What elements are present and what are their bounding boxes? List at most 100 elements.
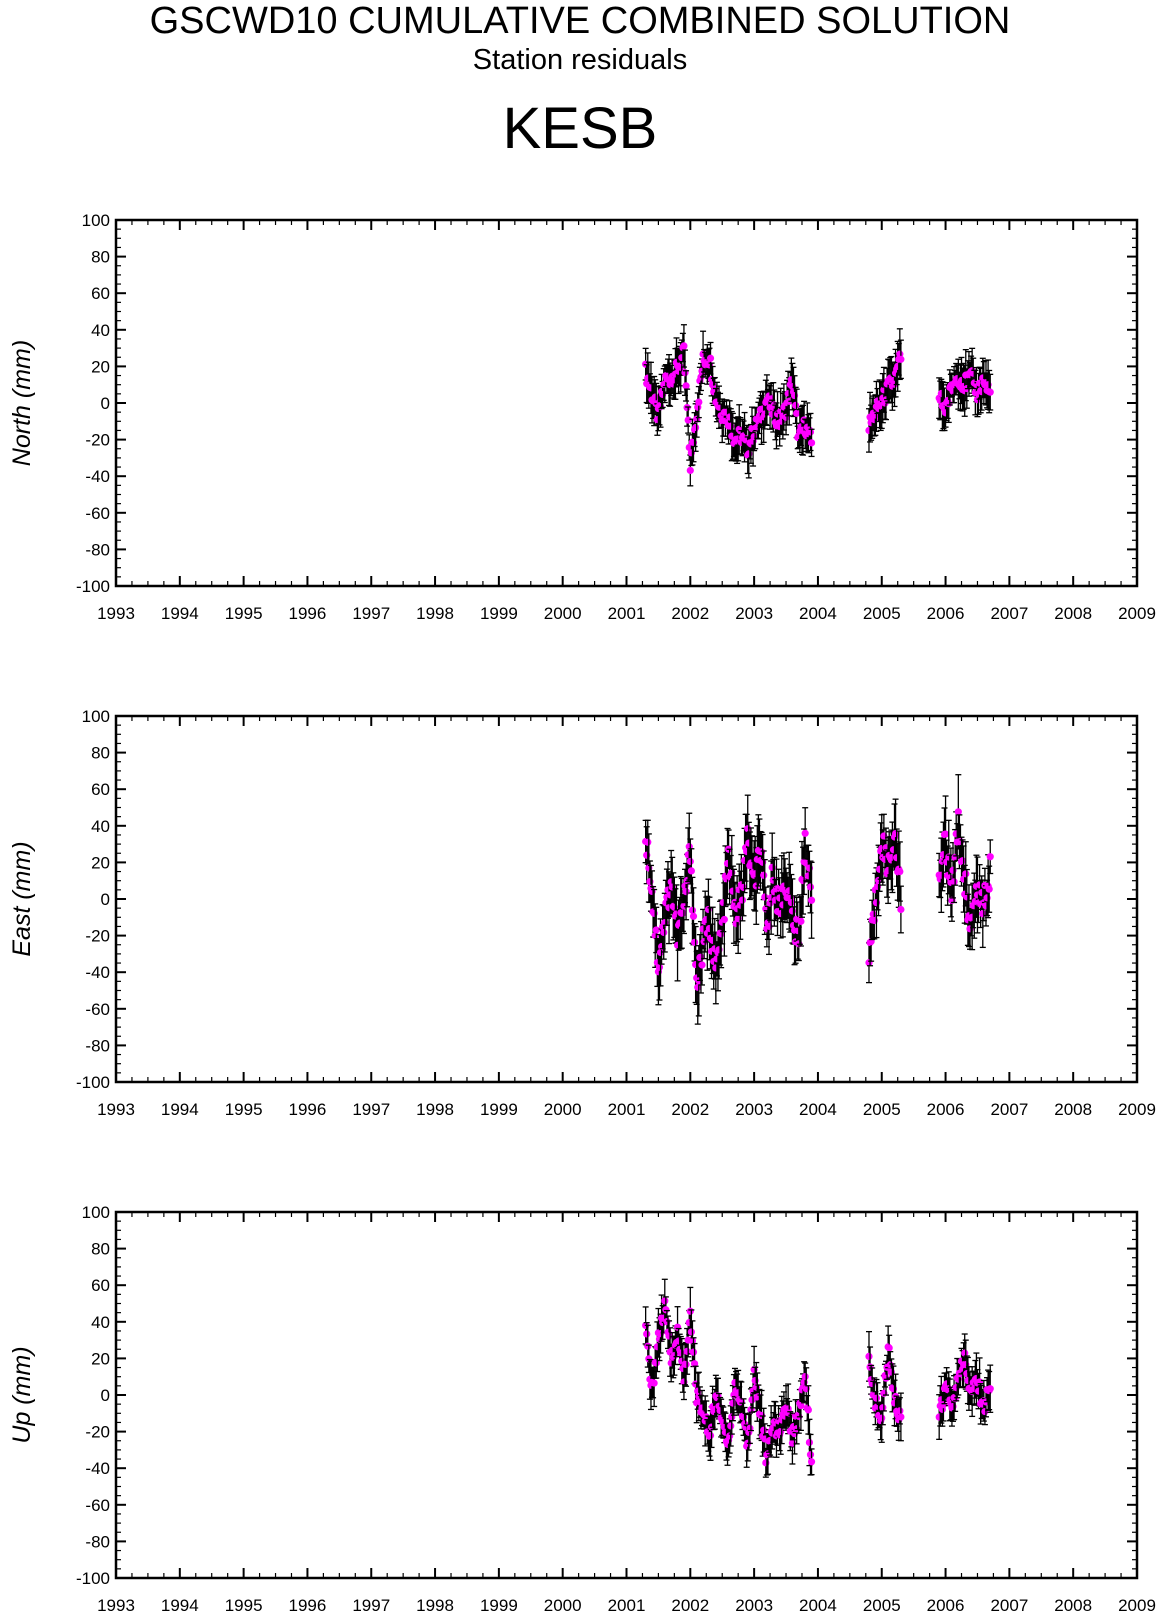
data-point <box>878 1414 886 1422</box>
data-point <box>804 1406 812 1414</box>
x-tick-label: 1994 <box>161 1596 199 1615</box>
data-point <box>801 829 809 837</box>
data-point <box>954 808 962 816</box>
y-tick-label: 40 <box>91 817 110 836</box>
data-point <box>869 910 877 918</box>
data-point <box>684 416 692 424</box>
x-tick-label: 1997 <box>352 604 390 623</box>
x-tick-label: 1999 <box>480 604 518 623</box>
data-point <box>656 948 665 956</box>
data-point <box>896 867 904 876</box>
y-tick-label: -100 <box>76 1569 110 1588</box>
data-point <box>680 342 688 350</box>
data-point <box>661 1297 669 1305</box>
y-tick-label: -100 <box>76 1073 110 1092</box>
x-tick-label: 2003 <box>735 604 773 623</box>
data-point <box>727 1422 735 1430</box>
x-tick-label: 2003 <box>735 1596 773 1615</box>
y-tick-label: -60 <box>85 1496 110 1515</box>
x-tick-label: 1996 <box>289 1100 327 1119</box>
y-tick-label: -20 <box>85 431 110 450</box>
data-point <box>897 1413 905 1421</box>
y-tick-label: -80 <box>85 1036 110 1055</box>
x-tick-label: 2001 <box>608 1100 646 1119</box>
x-tick-label: 2005 <box>863 1596 901 1615</box>
y-tick-label: -20 <box>85 927 110 946</box>
y-tick-label: -80 <box>85 1532 110 1551</box>
chart-panel-3: 100 80 60 40 20 0 -20 -40 -60 -80 -100 1993 1994 1995… <box>8 1203 1156 1615</box>
chart-main-title: GSCWD10 CUMULATIVE COMBINED SOLUTION <box>149 0 1011 42</box>
data-point <box>939 1401 948 1409</box>
data-point <box>897 355 905 363</box>
x-tick-label: 2009 <box>1118 1596 1156 1615</box>
y-tick-label: -20 <box>85 1423 110 1442</box>
x-tick-label: 2006 <box>927 1596 965 1615</box>
y-tick-label: -100 <box>76 577 110 596</box>
chart-panel-2: 100 80 60 40 20 0 -20 -40 -60 -80 -100 1993 1994 1995… <box>8 707 1156 1119</box>
x-tick-label: 2009 <box>1118 604 1156 623</box>
x-tick-label: 2007 <box>990 604 1028 623</box>
x-tick-label: 1994 <box>161 604 199 623</box>
y-tick-label: -40 <box>85 1459 110 1478</box>
data-point <box>941 830 950 838</box>
x-tick-label: 2006 <box>927 604 965 623</box>
y-tick-label: 0 <box>101 394 110 413</box>
data-point <box>662 1306 670 1314</box>
y-tick-label: 20 <box>91 1349 110 1368</box>
x-tick-label: 1995 <box>225 1596 263 1615</box>
data-point <box>807 896 816 904</box>
data-point <box>761 893 769 901</box>
x-tick-label: 2004 <box>799 1100 837 1119</box>
data-point <box>652 926 660 934</box>
x-tick-label: 2001 <box>608 604 646 623</box>
data-point <box>806 1451 815 1459</box>
y-axis-label: Up (mm) <box>8 1346 36 1443</box>
x-tick-label: 1996 <box>289 604 327 623</box>
data-point <box>760 1426 768 1434</box>
data-point <box>744 825 752 833</box>
x-tick-label: 2002 <box>671 604 709 623</box>
data-point <box>686 466 694 475</box>
y-tick-label: -60 <box>85 504 110 523</box>
y-tick-label: 40 <box>91 1313 110 1332</box>
data-point <box>738 896 747 904</box>
y-tick-label: -40 <box>85 963 110 982</box>
data-point <box>692 423 700 432</box>
data-point <box>686 1307 694 1315</box>
data-point <box>879 1404 887 1412</box>
chart-subtitle: Station residuals <box>472 44 688 76</box>
data-point <box>643 1330 651 1338</box>
data-point <box>748 1396 756 1404</box>
y-tick-label: 80 <box>91 744 110 763</box>
y-tick-label: -60 <box>85 1000 110 1019</box>
data-point <box>986 1385 994 1393</box>
data-point <box>706 1431 715 1440</box>
data-point <box>975 1378 984 1386</box>
x-tick-label: 2000 <box>544 1596 582 1615</box>
x-tick-label: 2004 <box>799 1596 837 1615</box>
data-point <box>958 857 967 865</box>
data-point <box>801 1372 809 1381</box>
x-tick-label: 1998 <box>416 1596 454 1615</box>
x-tick-label: 2008 <box>1054 1100 1092 1119</box>
x-tick-label: 2006 <box>927 1100 965 1119</box>
x-tick-label: 1994 <box>161 1100 199 1119</box>
data-point <box>799 877 807 885</box>
data-point <box>806 883 815 891</box>
x-tick-label: 2008 <box>1054 1596 1092 1615</box>
data-point <box>950 878 958 886</box>
data-point <box>673 1323 682 1331</box>
data-point <box>797 917 805 925</box>
y-axis-label: East (mm) <box>8 841 36 956</box>
data-point <box>729 1399 737 1407</box>
data-point <box>787 899 795 907</box>
data-point <box>961 1349 969 1357</box>
data-point <box>686 857 694 866</box>
x-tick-label: 2008 <box>1054 604 1092 623</box>
data-point <box>986 388 994 396</box>
x-tick-label: 2003 <box>735 1100 773 1119</box>
data-point <box>651 932 659 940</box>
y-tick-label: 80 <box>91 1240 110 1259</box>
data-point <box>720 915 728 924</box>
y-tick-label: 20 <box>91 853 110 872</box>
